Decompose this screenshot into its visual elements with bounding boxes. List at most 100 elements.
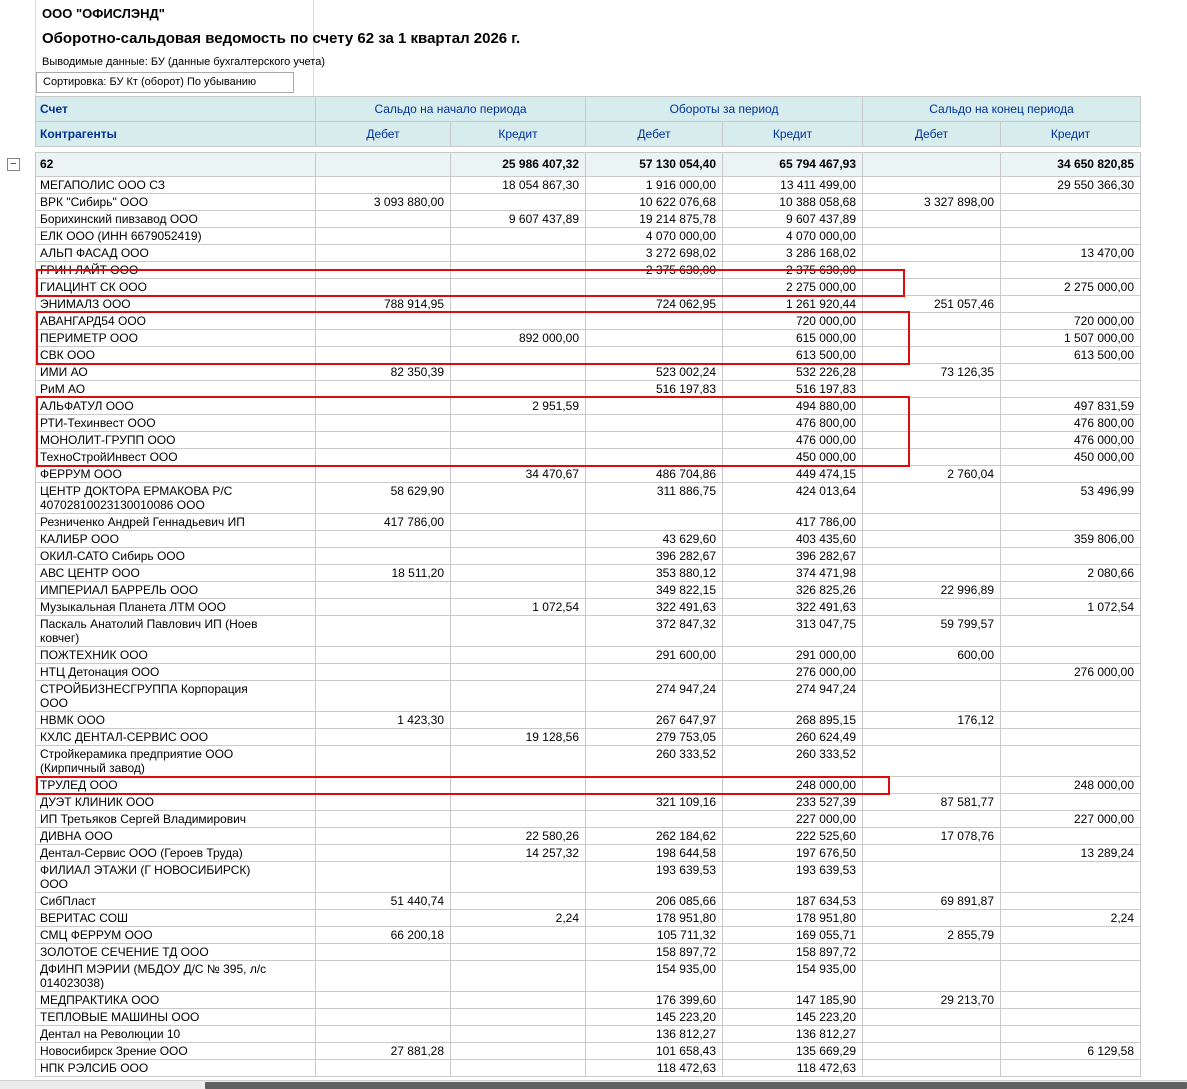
amount-cell[interactable] xyxy=(315,1059,451,1077)
amount-cell[interactable]: 10 622 076,68 xyxy=(585,193,723,211)
counterparty-name[interactable]: КХЛС ДЕНТАЛ-СЕРВИС ООО xyxy=(35,728,316,746)
amount-cell[interactable]: 321 109,16 xyxy=(585,793,723,811)
counterparty-name[interactable]: МОНОЛИТ-ГРУПП ООО xyxy=(35,431,316,449)
amount-cell[interactable]: 3 327 898,00 xyxy=(862,193,1002,211)
amount-cell[interactable]: 396 282,67 xyxy=(721,547,864,565)
amount-cell[interactable] xyxy=(862,663,1002,681)
amount-cell[interactable] xyxy=(450,663,586,681)
amount-cell[interactable] xyxy=(450,1008,586,1026)
amount-cell[interactable]: 516 197,83 xyxy=(585,380,723,398)
counterparty-name[interactable]: СВК ООО xyxy=(35,346,316,364)
counterparty-name[interactable]: Дентал-Сервис ООО (Героев Труда) xyxy=(35,844,316,862)
amount-cell[interactable]: 154 935,00 xyxy=(585,960,723,992)
table-row[interactable]: ИМПЕРИАЛ БАРРЕЛЬ ООО 349 822,15 326 825,26… xyxy=(35,581,1142,599)
amount-cell[interactable]: 1 507 000,00 xyxy=(1000,329,1142,347)
amount-cell[interactable] xyxy=(1000,1025,1142,1043)
table-row[interactable]: РТИ-Техинвест ООО 476 800,00 476 800,00 xyxy=(35,414,1142,432)
amount-cell[interactable]: 2,24 xyxy=(450,909,586,927)
counterparty-name[interactable]: ИМПЕРИАЛ БАРРЕЛЬ ООО xyxy=(35,581,316,599)
amount-cell[interactable] xyxy=(1000,745,1142,777)
amount-cell[interactable]: 396 282,67 xyxy=(585,547,723,565)
counterparty-name[interactable]: АВАНГАРД54 ООО xyxy=(35,312,316,330)
table-row[interactable]: ФИЛИАЛ ЭТАЖИ (Г НОВОСИБИРСК) ООО 193 639,… xyxy=(35,861,1142,893)
amount-cell[interactable] xyxy=(450,261,586,279)
amount-cell[interactable] xyxy=(585,346,723,364)
amount-cell[interactable]: 145 223,20 xyxy=(721,1008,864,1026)
amount-cell[interactable]: 450 000,00 xyxy=(721,448,864,466)
amount-cell[interactable]: 158 897,72 xyxy=(585,943,723,961)
amount-cell[interactable] xyxy=(450,711,586,729)
amount-cell[interactable] xyxy=(862,728,1002,746)
amount-cell[interactable] xyxy=(315,414,451,432)
amount-cell[interactable] xyxy=(585,513,723,531)
amount-cell[interactable]: 615 000,00 xyxy=(721,329,864,347)
amount-cell[interactable] xyxy=(1000,926,1142,944)
amount-cell[interactable] xyxy=(585,312,723,330)
amount-cell[interactable] xyxy=(450,227,586,245)
counterparty-name[interactable]: НВМК ООО xyxy=(35,711,316,729)
table-row[interactable]: ДУЭТ КЛИНИК ООО 321 109,16 233 527,39 87 58… xyxy=(35,793,1142,811)
amount-cell[interactable]: 1 423,30 xyxy=(315,711,451,729)
counterparty-name[interactable]: НПК РЭЛСИБ ООО xyxy=(35,1059,316,1077)
amount-cell[interactable] xyxy=(862,861,1002,893)
amount-cell[interactable]: 227 000,00 xyxy=(1000,810,1142,828)
counterparty-name[interactable]: НТЦ Детонация ООО xyxy=(35,663,316,681)
counterparty-name[interactable]: ЗОЛОТОЕ СЕЧЕНИЕ ТД ООО xyxy=(35,943,316,961)
amount-cell[interactable] xyxy=(1000,581,1142,599)
amount-cell[interactable]: 66 200,18 xyxy=(315,926,451,944)
amount-cell[interactable]: 349 822,15 xyxy=(585,581,723,599)
amount-cell[interactable]: 13 411 499,00 xyxy=(721,176,864,194)
amount-cell[interactable] xyxy=(315,745,451,777)
amount-cell[interactable]: 1 261 920,44 xyxy=(721,295,864,313)
amount-cell[interactable]: 57 130 054,40 xyxy=(585,152,723,177)
amount-cell[interactable] xyxy=(1000,295,1142,313)
table-row[interactable]: ГИАЦИНТ СК ООО 2 275 000,00 2 275 000,00 xyxy=(35,278,1142,296)
amount-cell[interactable] xyxy=(862,278,1002,296)
amount-cell[interactable]: 600,00 xyxy=(862,646,1002,664)
amount-cell[interactable] xyxy=(862,530,1002,548)
amount-cell[interactable] xyxy=(1000,1059,1142,1077)
counterparty-name[interactable]: ТРУЛЕД ООО xyxy=(35,776,316,794)
amount-cell[interactable] xyxy=(315,991,451,1009)
amount-cell[interactable]: 118 472,63 xyxy=(721,1059,864,1077)
amount-cell[interactable]: 892 000,00 xyxy=(450,329,586,347)
amount-cell[interactable] xyxy=(585,397,723,415)
amount-cell[interactable] xyxy=(315,547,451,565)
amount-cell[interactable]: 158 897,72 xyxy=(721,943,864,961)
amount-cell[interactable] xyxy=(315,152,451,177)
amount-cell[interactable] xyxy=(1000,991,1142,1009)
amount-cell[interactable]: 3 286 168,02 xyxy=(721,244,864,262)
amount-cell[interactable]: 43 629,60 xyxy=(585,530,723,548)
amount-cell[interactable]: 516 197,83 xyxy=(721,380,864,398)
amount-cell[interactable] xyxy=(450,1042,586,1060)
amount-cell[interactable]: 227 000,00 xyxy=(721,810,864,828)
counterparty-name[interactable]: Резниченко Андрей Геннадьевич ИП xyxy=(35,513,316,531)
amount-cell[interactable] xyxy=(862,227,1002,245)
counterparty-name[interactable]: ИП Третьяков Сергей Владимирович xyxy=(35,810,316,828)
amount-cell[interactable]: 29 213,70 xyxy=(862,991,1002,1009)
amount-cell[interactable] xyxy=(450,1025,586,1043)
amount-cell[interactable] xyxy=(315,680,451,712)
amount-cell[interactable] xyxy=(862,482,1002,514)
amount-cell[interactable]: 260 333,52 xyxy=(585,745,723,777)
counterparty-name[interactable]: АЛЬП ФАСАД ООО xyxy=(35,244,316,262)
counterparty-name[interactable]: МЕДПРАКТИКА ООО xyxy=(35,991,316,1009)
amount-cell[interactable] xyxy=(862,844,1002,862)
amount-cell[interactable]: 233 527,39 xyxy=(721,793,864,811)
table-row[interactable]: НПК РЭЛСИБ ООО 118 472,63 118 472,63 xyxy=(35,1059,1142,1077)
amount-cell[interactable] xyxy=(450,926,586,944)
amount-cell[interactable]: 2 375 630,00 xyxy=(585,261,723,279)
amount-cell[interactable] xyxy=(315,431,451,449)
amount-cell[interactable]: 262 184,62 xyxy=(585,827,723,845)
table-row[interactable]: Дентал на Революции 10 136 812,27 136 812,… xyxy=(35,1025,1142,1043)
amount-cell[interactable]: 523 002,24 xyxy=(585,363,723,381)
counterparty-name[interactable]: ПОЖТЕХНИК ООО xyxy=(35,646,316,664)
amount-cell[interactable]: 65 794 467,93 xyxy=(721,152,864,177)
amount-cell[interactable] xyxy=(450,414,586,432)
amount-cell[interactable] xyxy=(315,844,451,862)
amount-cell[interactable] xyxy=(1000,363,1142,381)
amount-cell[interactable] xyxy=(1000,861,1142,893)
amount-cell[interactable]: 532 226,28 xyxy=(721,363,864,381)
counterparty-name[interactable]: СТРОЙБИЗНЕСГРУППА Корпорация ООО xyxy=(35,680,316,712)
amount-cell[interactable]: 476 000,00 xyxy=(1000,431,1142,449)
